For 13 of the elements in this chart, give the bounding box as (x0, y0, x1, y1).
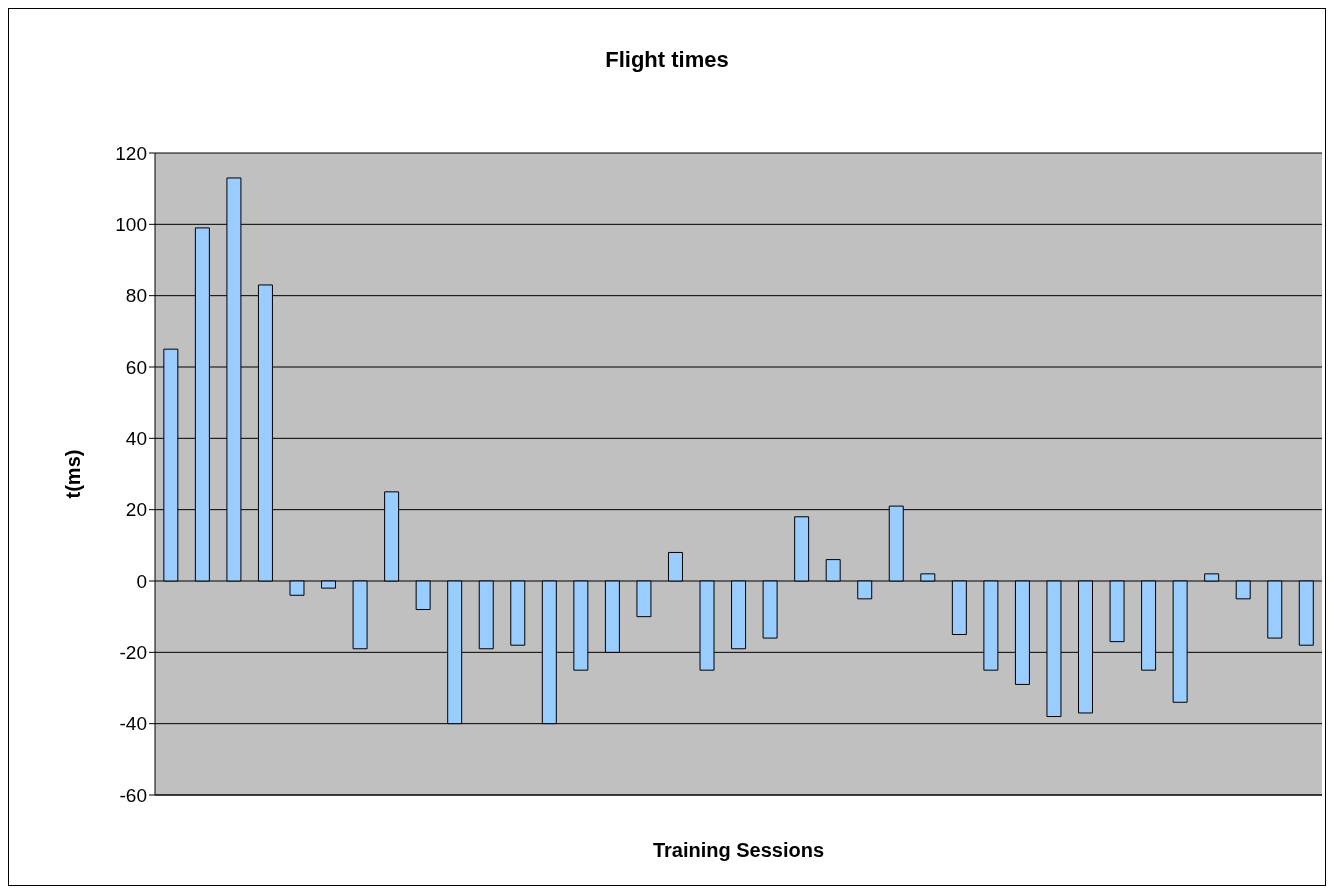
y-tick-label: 100 (115, 214, 147, 236)
y-tick-label: 0 (136, 570, 147, 592)
y-tick-label: -20 (119, 642, 147, 664)
y-tick-label: 80 (125, 285, 147, 307)
x-axis-title: Training Sessions (652, 839, 825, 861)
y-tick-label: 60 (125, 356, 147, 378)
y-tick-label: 120 (115, 142, 147, 164)
y-tick-label: 40 (125, 428, 147, 450)
y-tick-label: 20 (125, 499, 147, 521)
y-tick-label: -40 (119, 713, 147, 735)
y-tick-label: -60 (119, 784, 147, 806)
chart-title: Flight times (604, 47, 730, 73)
y-axis-title: t(ms) (62, 449, 85, 499)
